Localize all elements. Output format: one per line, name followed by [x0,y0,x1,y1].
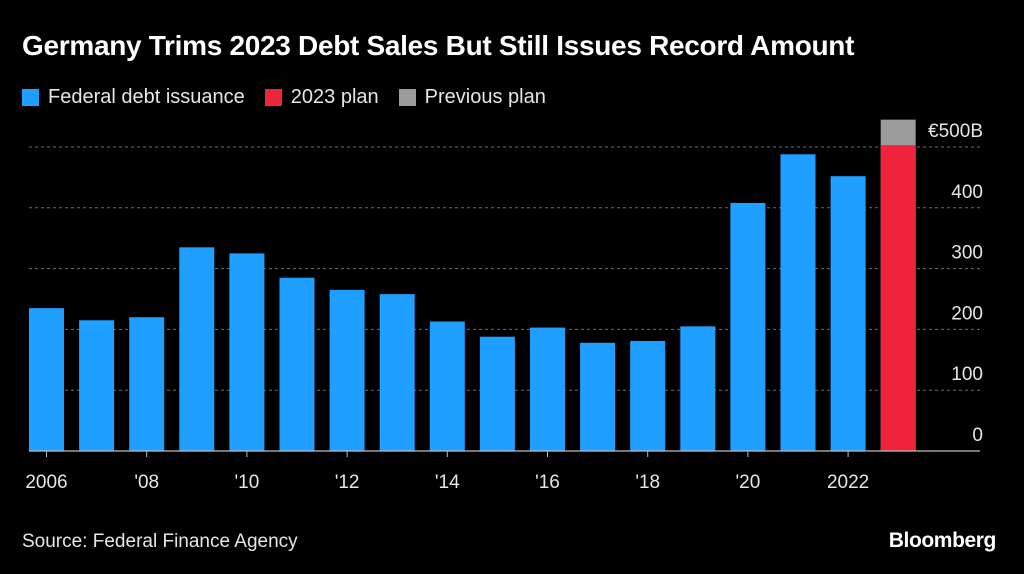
source-note: Source: Federal Finance Agency [22,531,298,552]
bar-federal-debt-issuance-2020 [730,202,766,451]
bar-federal-debt-issuance-2008 [129,317,165,451]
x-tick-label-2006: 2006 [25,472,67,493]
y-tick-label-100: 100 [951,364,983,385]
bar-federal-debt-issuance-2010 [229,253,265,451]
legend-swatch-2023-plan [264,89,282,106]
bar-2023-plan-2023 [880,145,916,451]
x-tick-label-2010: '10 [235,472,260,493]
legend-item-previous-plan: Previous plan [398,86,546,109]
legend-label-previous-plan: Previous plan [424,86,546,108]
x-tick-label-2014: '14 [435,472,460,493]
legend: Federal debt issuance 2023 plan Previous… [22,86,566,109]
legend-label-federal-debt-issuance: Federal debt issuance [48,86,245,108]
y-tick-label-400: 400 [951,182,983,203]
bar-federal-debt-issuance-2018 [630,340,666,451]
legend-swatch-previous-plan [398,89,416,106]
y-tick-label-500: €500B [928,121,983,142]
bar-federal-debt-issuance-2012 [329,289,365,451]
bar-federal-debt-issuance-2013 [379,294,415,451]
x-tick-label-2022: 2022 [827,472,869,493]
legend-item-federal-debt-issuance: Federal debt issuance [22,86,245,109]
bar-federal-debt-issuance-2014 [429,321,465,451]
bar-federal-debt-issuance-2009 [179,247,215,451]
x-tick-label-2012: '12 [335,472,360,493]
legend-item-2023-plan: 2023 plan [264,86,379,109]
y-tick-label-300: 300 [951,243,983,264]
bar-federal-debt-issuance-2015 [479,336,515,451]
bar-federal-debt-issuance-2011 [279,277,315,451]
y-tick-label-200: 200 [951,303,983,324]
x-tick-label-2016: '16 [535,472,560,493]
legend-swatch-federal-debt-issuance [22,89,39,106]
bloomberg-logo: Bloomberg [888,529,997,552]
bar-federal-debt-issuance-2021 [780,154,816,451]
bar-federal-debt-issuance-2019 [680,326,716,451]
bar-federal-debt-issuance-2006 [29,308,64,451]
y-tick-label-0: 0 [972,425,983,446]
x-tick-label-2008: '08 [134,472,159,493]
chart-title: Germany Trims 2023 Debt Sales But Still … [22,30,855,61]
x-tick-label-2020: '20 [736,472,761,493]
bar-federal-debt-issuance-2022 [830,176,866,451]
bar-federal-debt-issuance-2017 [580,342,616,451]
legend-label-2023-plan: 2023 plan [290,86,379,108]
x-tick-label-2018: '18 [635,472,660,493]
bar-federal-debt-issuance-2016 [530,327,565,451]
bar-federal-debt-issuance-2007 [79,320,115,451]
